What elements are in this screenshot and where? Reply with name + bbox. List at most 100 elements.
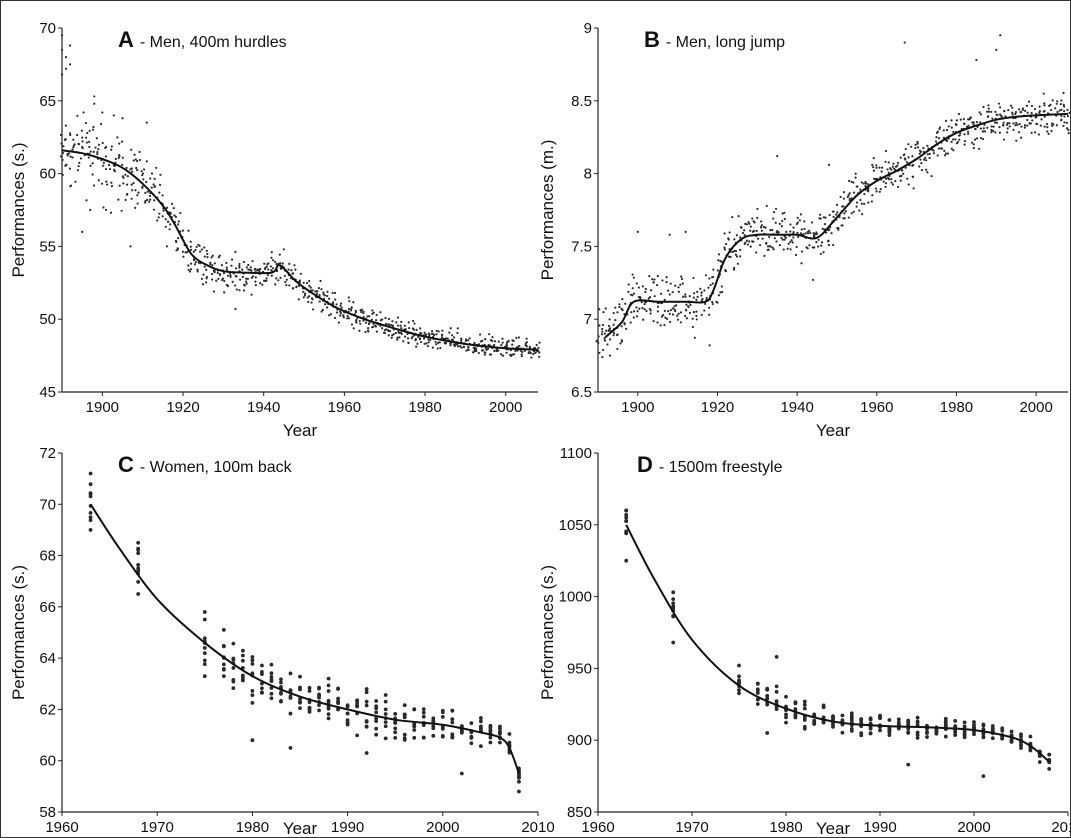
data-point (142, 168, 146, 171)
data-point (774, 207, 778, 210)
data-point (749, 245, 752, 248)
data-point (906, 730, 911, 734)
data-point (250, 738, 255, 743)
data-point (164, 225, 167, 228)
data-point (878, 728, 882, 733)
data-point (404, 328, 407, 331)
data-point (450, 717, 455, 722)
data-point (737, 688, 741, 692)
data-point (456, 327, 459, 330)
data-point (221, 667, 226, 671)
data-point (423, 342, 426, 345)
y-tick-label: 6.5 (571, 384, 592, 401)
data-point (971, 121, 974, 124)
x-axis-title: Year (816, 421, 851, 440)
data-point (192, 250, 195, 253)
data-point (375, 330, 378, 333)
data-point (601, 323, 605, 327)
data-point (177, 237, 180, 240)
panel-letter: C (118, 452, 134, 477)
data-point (783, 211, 786, 214)
data-point (1055, 102, 1058, 105)
data-point (285, 278, 288, 281)
data-point (627, 290, 630, 293)
data-point (460, 337, 463, 340)
data-point (362, 315, 365, 319)
data-point (875, 166, 878, 169)
data-point (469, 721, 474, 726)
data-point (656, 310, 659, 313)
data-point (181, 229, 185, 232)
data-point (284, 280, 287, 284)
data-point (189, 262, 193, 265)
data-point (242, 260, 245, 264)
data-point (926, 171, 929, 174)
data-point (504, 345, 507, 348)
data-point (59, 155, 63, 158)
data-point (868, 717, 873, 722)
data-point (527, 351, 531, 354)
x-axis-title: Year (816, 819, 851, 838)
data-point (381, 327, 384, 330)
data-point (358, 329, 361, 332)
data-point (868, 726, 873, 731)
data-point (911, 155, 914, 158)
data-point (620, 307, 623, 310)
data-point (952, 149, 955, 152)
data-point (659, 324, 662, 327)
data-point (88, 482, 93, 487)
data-point (864, 180, 867, 184)
data-point (336, 696, 340, 701)
data-point (979, 136, 983, 140)
data-point (298, 700, 302, 704)
data-point (245, 280, 248, 283)
data-point (136, 546, 141, 551)
data-point (832, 215, 835, 218)
data-point (145, 121, 148, 124)
y-tick-label: 72 (39, 445, 56, 462)
data-point (784, 712, 788, 717)
data-point (441, 329, 444, 332)
data-point (499, 353, 503, 356)
data-point (1000, 115, 1003, 118)
data-point (280, 267, 283, 271)
data-point (478, 719, 483, 724)
data-point (206, 256, 209, 259)
data-point (601, 330, 604, 333)
data-point (400, 320, 403, 323)
data-point (995, 113, 998, 116)
data-point (148, 200, 151, 203)
data-point (784, 720, 788, 725)
data-point (450, 734, 455, 739)
data-point (517, 789, 521, 794)
data-point (85, 199, 88, 202)
data-point (643, 308, 646, 311)
data-point (963, 133, 966, 136)
data-point (435, 333, 438, 336)
data-point (618, 305, 621, 309)
data-point (484, 338, 487, 341)
data-point (926, 153, 929, 156)
data-point (598, 351, 601, 354)
data-point (688, 295, 691, 298)
data-point (887, 733, 892, 738)
data-point (630, 311, 633, 314)
data-point (793, 707, 798, 711)
data-point (1059, 119, 1063, 122)
data-point (125, 193, 129, 196)
data-point (421, 707, 426, 712)
data-point (954, 138, 957, 141)
data-point (1020, 125, 1023, 128)
data-point (810, 221, 814, 224)
data-point (765, 702, 770, 707)
data-point (221, 628, 226, 632)
data-point (374, 710, 379, 715)
data-point (819, 252, 822, 255)
data-point (341, 314, 345, 317)
data-point (88, 528, 93, 532)
data-point (269, 696, 274, 701)
data-point (957, 112, 961, 116)
data-point (402, 703, 407, 708)
data-point (421, 735, 426, 740)
data-point (1050, 108, 1053, 112)
